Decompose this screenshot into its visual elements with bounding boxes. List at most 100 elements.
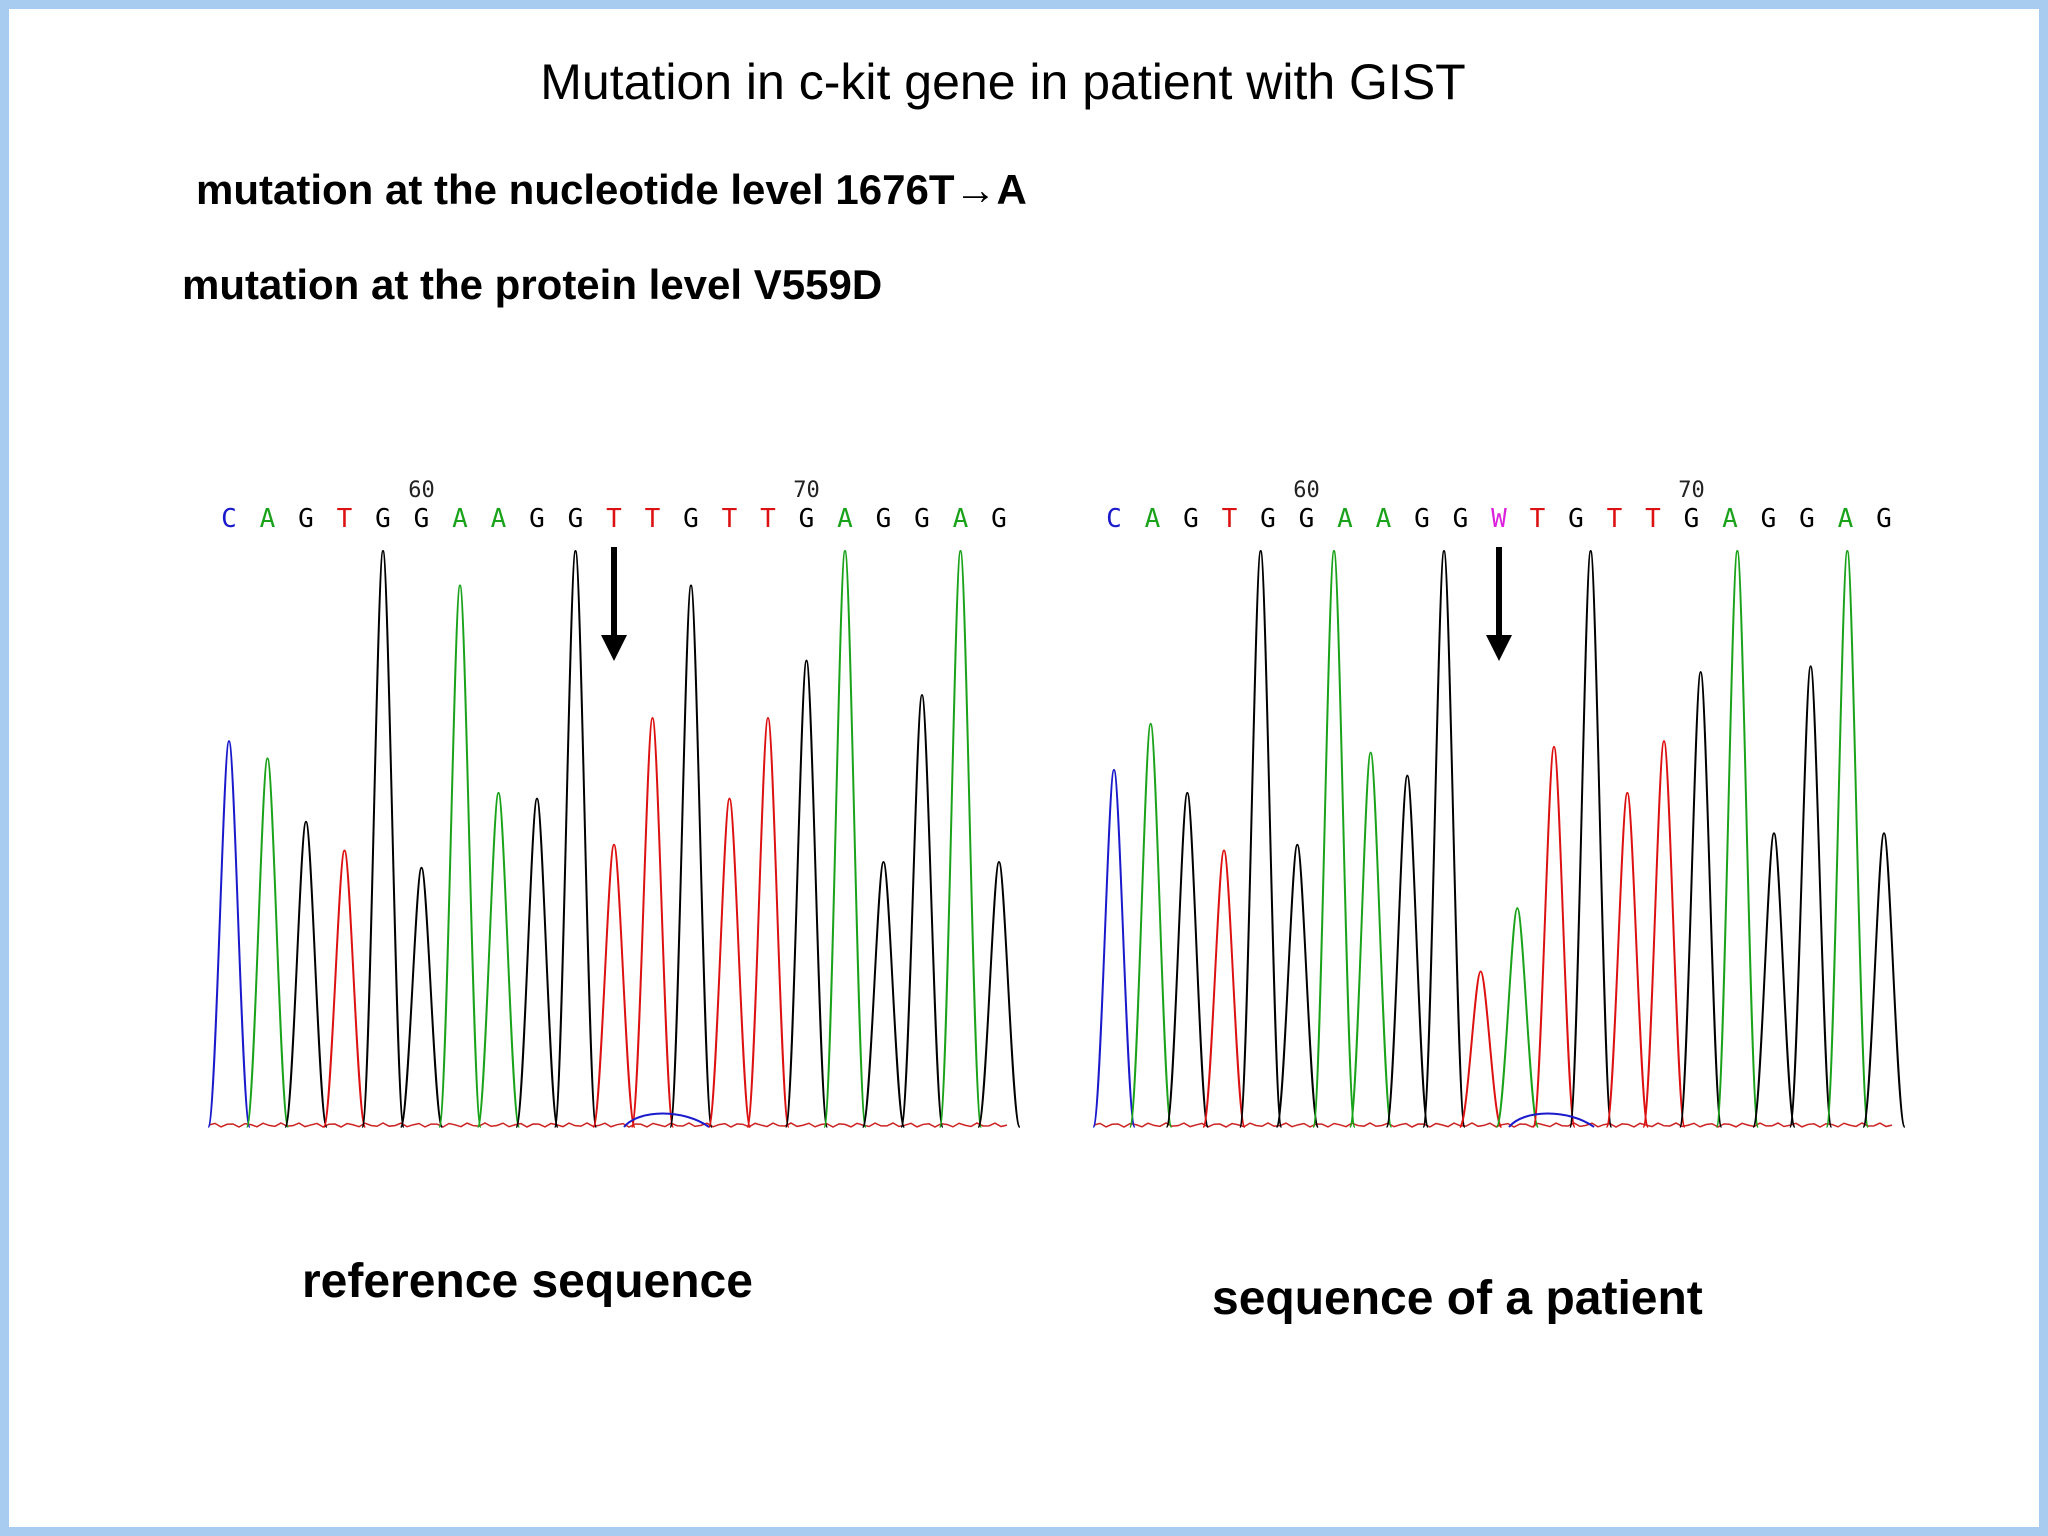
base-call-G: G [1568,504,1584,534]
peak-T [1202,849,1246,1128]
base-call-G: G [1761,504,1777,534]
peak-G [784,659,829,1128]
peak-G [1275,843,1320,1128]
peak-G [553,549,598,1128]
base-call-G: G [1453,504,1469,534]
peak-G [399,866,444,1128]
protein-mutation-label: mutation at the protein level V559D [182,261,883,308]
secondary-trace [623,1112,710,1128]
peak-A [823,549,867,1128]
base-call-T: T [1222,504,1238,534]
peak-G [1678,670,1723,1128]
peak-A [1348,751,1393,1128]
base-call-A: A [491,504,507,534]
position-label: 60 [408,478,435,503]
peak-G [284,820,328,1128]
peak-G [861,861,906,1128]
base-call-A: A [260,504,276,534]
base-call-G: G [876,504,892,534]
peak-A [1825,549,1870,1128]
base-call-A: A [1145,504,1161,534]
peak-A [1312,549,1356,1128]
base-call-A: A [1337,504,1353,534]
base-call-G: G [1414,504,1430,534]
base-call-C: C [1106,504,1122,534]
peak-T [1605,791,1650,1128]
base-call-T: T [1530,504,1546,534]
base-call-G: G [914,504,930,534]
peak-T [1532,745,1576,1128]
base-call-A: A [953,504,969,534]
base-call-T: T [337,504,353,534]
peak-T [630,717,675,1128]
base-call-T: T [606,504,622,534]
mutation-arrow-icon [1486,635,1512,661]
peak-G [900,693,944,1128]
base-call-G: G [991,504,1007,534]
nucleotide-mutation-label: mutation at the nucleotide level 1676T→A [196,166,1027,213]
peak-G [1238,549,1283,1128]
base-call-W: W [1491,504,1507,534]
peak-G [515,797,559,1128]
base-call-G: G [1183,504,1199,534]
base-call-G: G [568,504,584,534]
position-label: 70 [793,478,820,503]
peak-G [361,549,405,1128]
base-call-T: T [1645,504,1661,534]
peak-G [1165,791,1210,1128]
peak-G [1422,549,1466,1128]
reference-chromatogram: 60 70C A G T G G A A G G T T G T T G A G G A G [207,478,1021,1128]
patient-caption: sequence of a patient [1212,1272,1703,1325]
base-call-A: A [837,504,853,534]
base-call-T: T [645,504,661,534]
peak-A [1495,907,1540,1128]
base-call-G: G [1684,504,1700,534]
base-call-G: G [298,504,314,534]
base-call-T: T [722,504,738,534]
reference-caption: reference sequence [302,1255,753,1308]
arrow-shaft [1496,547,1502,635]
mutation-arrow-icon [601,635,627,661]
position-label: 60 [1293,478,1320,503]
base-call-G: G [1260,504,1276,534]
peak-T [592,843,636,1128]
position-label: 70 [1678,478,1705,503]
base-call-G: G [1876,504,1892,534]
base-call-G: G [529,504,545,534]
base-call-G: G [1799,504,1815,534]
secondary-trace [1508,1112,1595,1128]
peak-A [938,549,983,1128]
peak-A [1128,722,1173,1128]
peak-G [669,584,713,1128]
peak-T [746,717,790,1128]
peak-G [1862,832,1906,1128]
peak-T [322,849,367,1128]
base-call-G: G [414,504,430,534]
slide-title: Mutation in c-kit gene in patient with G… [540,54,1466,110]
peak-A [1715,549,1760,1128]
peak-T [1458,970,1503,1128]
peak-T [1642,740,1686,1128]
base-call-G: G [1299,504,1315,534]
base-call-T: T [1607,504,1623,534]
peak-C [207,740,251,1128]
peak-T [707,797,752,1128]
base-call-A: A [1838,504,1854,534]
patient-chromatogram: 60 70C A G T G G A A G G W T G T T G A G G A G [1092,478,1906,1128]
peak-G [1385,774,1430,1128]
base-call-G: G [683,504,699,534]
baseline-noise [208,1122,1008,1128]
base-call-G: G [375,504,391,534]
peak-A [476,791,521,1128]
base-call-T: T [760,504,776,534]
base-call-A: A [1376,504,1392,534]
peak-G [977,861,1021,1128]
peak-G [1788,665,1833,1128]
peak-G [1752,832,1796,1128]
peak-A [245,757,290,1128]
peak-C [1092,768,1136,1128]
base-call-A: A [452,504,468,534]
base-call-A: A [1722,504,1738,534]
peak-A [438,584,482,1128]
